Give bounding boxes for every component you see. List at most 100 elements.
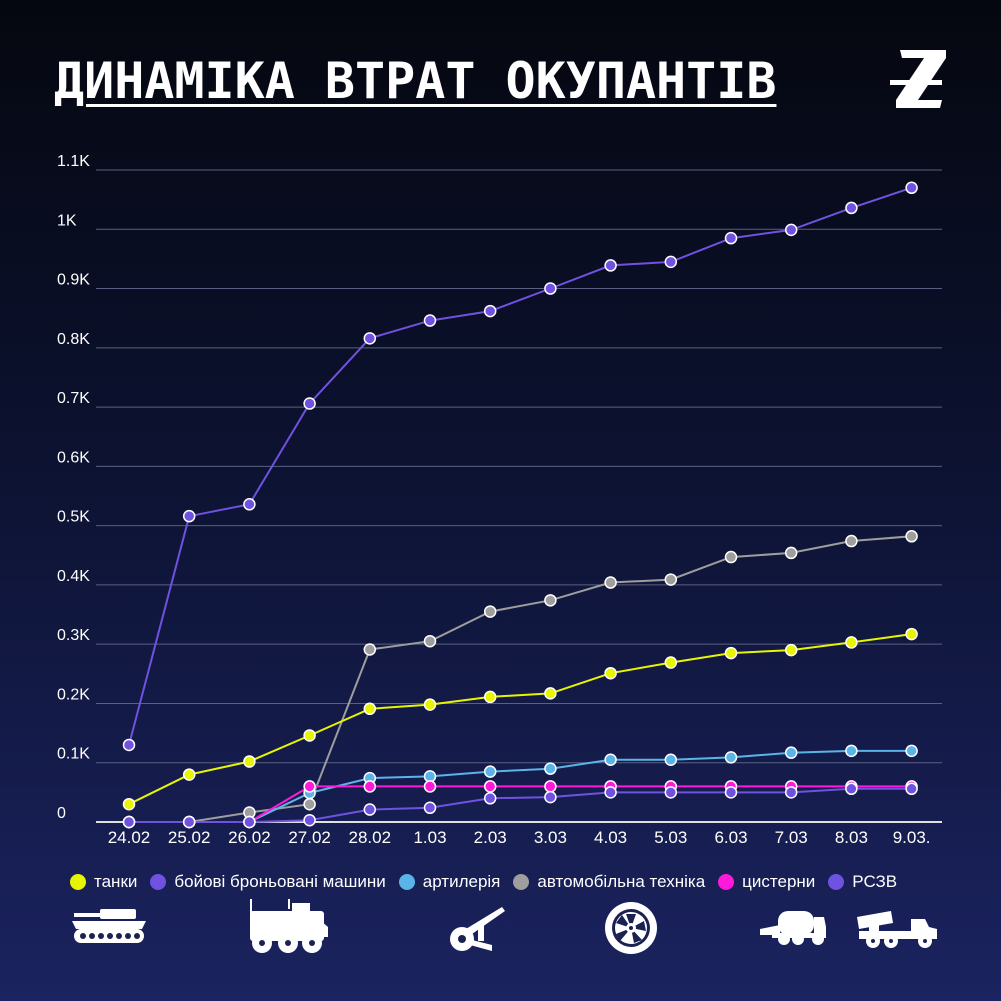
data-point — [784, 746, 798, 759]
data-point — [724, 751, 738, 764]
data-point — [483, 690, 497, 704]
data-point — [604, 259, 617, 272]
data-point — [845, 534, 858, 548]
y-tick-label: 1.1K — [57, 153, 90, 170]
data-point — [544, 687, 557, 700]
legend-swatch — [718, 874, 735, 890]
data-point — [423, 801, 437, 815]
legend-swatch — [70, 874, 86, 890]
armored-vehicle-icon — [250, 899, 328, 953]
data-point — [483, 304, 497, 318]
z-logo-icon — [890, 50, 946, 108]
y-tick-label: 0.5K — [57, 509, 90, 526]
x-tick-label: 6.03 — [714, 828, 747, 847]
x-tick-label: 1.03 — [413, 828, 446, 847]
data-point — [845, 201, 858, 215]
series-line-1 — [128, 186, 912, 746]
data-point — [664, 573, 678, 586]
data-point — [905, 744, 918, 758]
y-tick-label: 0 — [57, 805, 66, 822]
data-point — [905, 782, 918, 796]
equipment-icons — [0, 895, 1001, 965]
data-point — [724, 550, 738, 564]
data-point — [363, 780, 377, 793]
legend-item: цистерни — [718, 872, 815, 892]
legend-item: бойові броньовані машини — [150, 872, 386, 892]
data-point — [664, 753, 678, 767]
data-point — [243, 498, 256, 511]
data-point — [363, 332, 377, 345]
x-tick-label: 3.03 — [534, 828, 567, 847]
y-axis-ticks: 0 0.1K 0.2K 0.3K 0.4K 0.5K 0.6K 0.7K 0.8K 0.9K 1K 1… — [57, 153, 90, 822]
data-point — [784, 223, 798, 237]
tank-icon — [72, 909, 146, 943]
y-tick-label: 0.7K — [57, 390, 90, 407]
x-tick-label: 4.03 — [594, 828, 627, 847]
legend-label: РСЗВ — [852, 872, 898, 891]
legend-swatch — [150, 874, 167, 890]
y-tick-label: 0.8K — [57, 331, 90, 348]
data-point — [303, 729, 316, 742]
data-point — [845, 636, 858, 649]
data-point — [243, 815, 256, 829]
wheel-icon — [605, 902, 657, 954]
legend-swatch — [513, 874, 530, 890]
y-tick-label: 0.9K — [57, 272, 90, 289]
legend-label: бойові броньовані машини — [174, 872, 386, 891]
data-point — [423, 780, 437, 793]
data-point — [544, 282, 557, 295]
tanker-truck-icon — [760, 911, 826, 945]
x-tick-label: 28.02 — [349, 828, 392, 847]
data-point — [544, 780, 557, 793]
data-point — [664, 656, 678, 669]
data-point — [724, 231, 738, 245]
legend-item: РСЗВ — [828, 872, 897, 892]
x-tick-label: 2.03 — [474, 828, 507, 847]
data-point — [122, 815, 136, 829]
legend-label: артилерія — [422, 872, 501, 891]
data-point — [845, 782, 858, 796]
x-tick-label: 26.02 — [228, 828, 271, 847]
y-tick-label: 0.6K — [57, 449, 90, 466]
data-point — [243, 755, 256, 768]
line-chart: 0 0.1K 0.2K 0.3K 0.4K 0.5K 0.6K 0.7K 0.8K 0.9K 1K 1… — [57, 153, 942, 847]
legend-swatch — [398, 874, 415, 890]
y-tick-label: 0.4K — [57, 568, 90, 585]
data-point — [905, 530, 918, 543]
legend-item: автомобільна техніка — [513, 872, 705, 892]
legend-label: цистерни — [742, 872, 816, 891]
data-point — [544, 790, 557, 804]
data-point — [483, 765, 497, 778]
data-point — [182, 768, 196, 781]
data-point — [182, 509, 196, 523]
data-point — [423, 634, 437, 648]
legend-label: танки — [94, 872, 138, 891]
legend-item: артилерія — [398, 872, 501, 892]
data-point — [604, 786, 617, 799]
x-axis-ticks: 24.02 25.02 26.02 27.02 28.02 1.03 2.03 3.03 4.0… — [108, 828, 931, 847]
data-point — [363, 643, 377, 656]
data-point — [363, 803, 377, 816]
y-tick-label: 0.2K — [57, 686, 90, 703]
data-point — [845, 744, 858, 758]
data-point — [724, 786, 738, 799]
data-point — [784, 643, 798, 657]
data-point — [122, 738, 136, 752]
data-point — [423, 314, 437, 327]
x-tick-label: 9.03. — [893, 828, 931, 847]
data-point — [604, 753, 617, 767]
series-line-5 — [129, 787, 912, 823]
x-tick-label: 25.02 — [168, 828, 211, 847]
x-tick-label: 7.03 — [775, 828, 808, 847]
series-lines — [128, 186, 912, 823]
data-point — [363, 702, 377, 716]
data-point — [724, 646, 738, 660]
legend-swatch — [828, 874, 845, 890]
artillery-icon — [450, 907, 505, 951]
data-point — [303, 780, 316, 793]
data-point — [303, 397, 316, 410]
x-tick-label: 5.03 — [654, 828, 687, 847]
data-point — [122, 797, 136, 811]
data-point — [182, 815, 196, 829]
data-point — [905, 627, 918, 641]
